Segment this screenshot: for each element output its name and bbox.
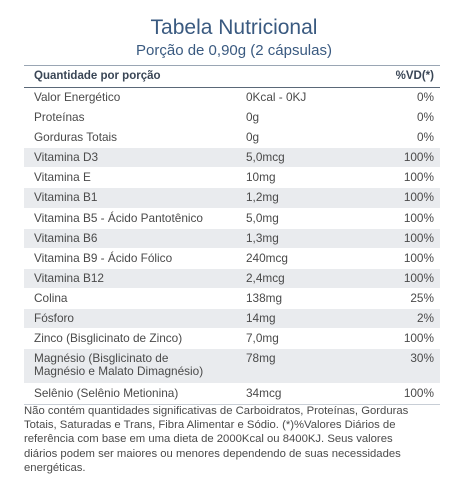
row-amount: 10mg [246, 170, 276, 185]
row-amount: 0g [246, 130, 260, 145]
table-row: Valor Energético 0Kcal - 0KJ 0% [24, 88, 440, 109]
row-amount: 0g [246, 110, 260, 125]
row-amount: 34mcg [246, 386, 282, 401]
row-nutrient: Vitamina B9 - Ácido Fólico [34, 250, 173, 265]
row-nutrient: Fósforo [34, 311, 74, 326]
table-row: Vitamina B9 - Ácido Fólico 240mcg 100% [24, 249, 440, 269]
footnote-line: energéticas. [24, 461, 86, 474]
row-vd: 0% [416, 130, 434, 145]
header-nutrient: Quantidade por porção [34, 70, 161, 82]
table-row: Colina 138mg 25% [24, 289, 440, 310]
row-amount: 1,2mg [246, 190, 279, 205]
table-row: Selênio (Selênio Metionina) 34mcg 100% [24, 384, 440, 405]
footnote: Não contém quantidades significativas de… [24, 404, 440, 475]
table-header: Quantidade por porção %VD(*) [24, 66, 440, 88]
table-row: Fósforo 14mg 2% [24, 309, 440, 330]
table-row: Vitamina E 10mg 100% [24, 168, 440, 189]
footnote-line: Totais, Saturadas e Trans, Fibra Aliment… [24, 419, 396, 432]
row-vd: 100% [403, 270, 434, 285]
row-nutrient-line2: Magnésio e Malato Dimagnésio) [34, 364, 204, 379]
row-amount: 5,0mg [246, 210, 279, 225]
table-row: Gorduras Totais 0g 0% [24, 128, 440, 149]
row-vd: 30% [410, 351, 434, 366]
row-amount: 0Kcal - 0KJ [246, 90, 307, 104]
row-vd: 2% [416, 311, 434, 326]
row-vd: 0% [416, 110, 434, 125]
row-amount: 5,0mcg [246, 150, 285, 165]
table-row: Vitamina D3 5,0mcg 100% [24, 148, 440, 169]
row-nutrient-line1: Magnésio (Bisglicinato de [34, 351, 169, 366]
footnote-line: Não contém quantidades significativas de… [24, 405, 409, 417]
table-row: Vitamina B1 1,2mg 100% [24, 188, 440, 209]
row-amount: 7,0mg [246, 331, 279, 346]
row-amount: 138mg [246, 290, 283, 305]
row-nutrient: Proteínas [34, 110, 85, 125]
row-nutrient: Gorduras Totais [34, 130, 118, 145]
row-vd: 100% [403, 190, 434, 205]
row-nutrient: Vitamina B6 [34, 230, 98, 245]
table-row: Proteínas 0g 0% [24, 108, 440, 129]
row-nutrient: Vitamina B5 - Ácido Pantotênico [34, 210, 203, 225]
row-nutrient: Vitamina B12 [34, 270, 104, 285]
row-amount: 240mcg [246, 250, 288, 265]
row-nutrient: Colina [34, 290, 68, 305]
table-title: Tabela Nutricional [150, 16, 318, 39]
header-vd: %VD(*) [395, 70, 434, 82]
row-nutrient: Vitamina D3 [34, 150, 99, 165]
row-vd: 100% [403, 210, 434, 225]
table-row: Vitamina B6 1,3mg 100% [24, 228, 440, 249]
nutrition-table: Quantidade por porção %VD(*) Valor Energ… [24, 65, 440, 406]
table-row: Zinco (Bisglicinato de Zinco) 7,0mg 100% [24, 329, 440, 350]
row-nutrient: Valor Energético [34, 90, 121, 104]
footnote-line: referência com base em uma dieta de 2000… [24, 433, 393, 446]
table-row: Vitamina B12 2,4mcg 100% [24, 268, 440, 289]
row-vd: 100% [403, 150, 434, 165]
row-vd: 100% [403, 386, 434, 401]
row-amount: 78mg [246, 351, 276, 366]
row-nutrient: Zinco (Bisglicinato de Zinco) [34, 331, 183, 346]
row-nutrient: Selênio (Selênio Metionina) [34, 386, 179, 401]
row-amount: 1,3mg [246, 230, 279, 245]
row-amount: 2,4mcg [246, 270, 285, 285]
table-row: Magnésio (Bisglicinato de Magnésio e Mal… [24, 349, 440, 385]
serving-size: Porção de 0,90g (2 cápsulas) [136, 42, 332, 59]
row-amount: 14mg [246, 311, 276, 326]
row-vd: 100% [403, 331, 434, 346]
row-vd: 100% [403, 230, 434, 245]
table-row: Vitamina B5 - Ácido Pantotênico 5,0mg 10… [24, 209, 440, 229]
row-vd: 25% [410, 290, 434, 305]
row-vd: 100% [403, 170, 434, 185]
row-vd: 0% [416, 90, 434, 104]
row-nutrient: Vitamina E [34, 170, 91, 185]
row-nutrient: Magnésio (Bisglicinato de Magnésio e Mal… [34, 352, 203, 378]
row-vd: 100% [403, 250, 434, 265]
row-nutrient: Vitamina B1 [34, 190, 98, 205]
footnote-line: diários podem ser maiores ou menores dep… [24, 447, 401, 460]
